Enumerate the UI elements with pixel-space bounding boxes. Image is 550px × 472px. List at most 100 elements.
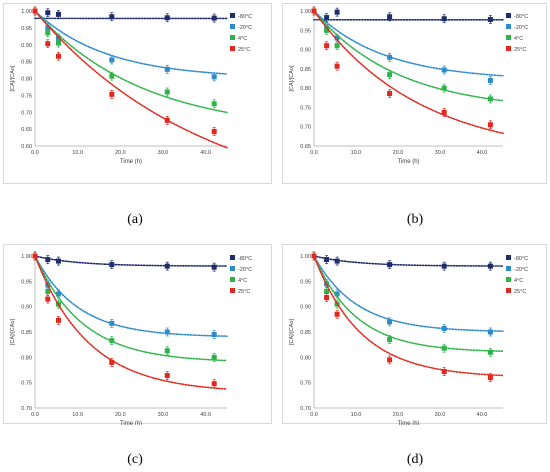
legend-swatch bbox=[230, 288, 235, 293]
y-tick-label: 0.70 bbox=[21, 110, 32, 116]
y-tick-label: 1.00 bbox=[300, 254, 311, 260]
data-point bbox=[45, 288, 51, 294]
data-point bbox=[441, 345, 447, 351]
data-point bbox=[487, 329, 493, 335]
y-tick-label: 0.65 bbox=[300, 144, 311, 150]
y-tick-label: 0.80 bbox=[300, 86, 311, 92]
legend-label: 4°C bbox=[238, 278, 247, 284]
data-point bbox=[487, 16, 493, 22]
chart-panel-a: 0.60 0.65 0.70 0.75 0.80 0.85 0.90 0.95 1.00 0.0 1… bbox=[3, 3, 272, 184]
x-tick-label: 30.0 bbox=[158, 412, 169, 418]
x-tick-label: 20.0 bbox=[115, 412, 126, 418]
y-tick-label: 0.80 bbox=[21, 77, 32, 83]
y-tick-label: 0.95 bbox=[21, 279, 32, 285]
x-tick-label: 0.0 bbox=[310, 150, 318, 156]
legend-swatch bbox=[506, 13, 511, 18]
x-tick-label: 40.0 bbox=[200, 150, 211, 156]
data-point bbox=[387, 72, 393, 78]
y-tick-label: 0.75 bbox=[21, 381, 32, 387]
data-point bbox=[55, 53, 61, 59]
fit-line-1 bbox=[313, 255, 504, 332]
data-point bbox=[164, 66, 170, 72]
x-tick-label: 10.0 bbox=[72, 150, 83, 156]
data-point bbox=[311, 253, 317, 259]
data-point bbox=[211, 381, 217, 387]
legend-label: -80°C bbox=[514, 256, 528, 262]
data-point bbox=[211, 354, 217, 360]
data-point bbox=[324, 257, 330, 263]
data-point bbox=[164, 348, 170, 354]
data-point bbox=[109, 91, 115, 97]
y-tick-label: 1.00 bbox=[300, 9, 311, 15]
data-point bbox=[45, 257, 51, 263]
y-tick-label: 0.75 bbox=[300, 381, 311, 387]
fit-line-3 bbox=[313, 255, 504, 377]
data-point bbox=[324, 43, 330, 49]
y-tick-label: 0.75 bbox=[21, 93, 32, 99]
legend-label: -20°C bbox=[238, 25, 252, 31]
data-point bbox=[55, 317, 61, 323]
data-point bbox=[109, 14, 115, 20]
legend-swatch bbox=[506, 277, 511, 282]
chart-panel-c: 0.70 0.75 0.80 0.85 0.90 0.95 1.00 0.0 10.0 20.0 3… bbox=[3, 244, 272, 425]
data-point bbox=[334, 9, 340, 15]
y-tick-label: 0.70 bbox=[300, 406, 311, 412]
data-point bbox=[334, 35, 340, 41]
data-point bbox=[441, 369, 447, 375]
data-point bbox=[441, 16, 447, 22]
data-point bbox=[109, 338, 115, 344]
data-point bbox=[387, 91, 393, 97]
y-tick-label: 1.00 bbox=[21, 9, 32, 15]
legend-label: 25°C bbox=[514, 47, 526, 53]
y-axis-title: [CA]/[CAo] bbox=[10, 319, 16, 345]
data-point bbox=[109, 73, 115, 79]
legend-label: 4°C bbox=[514, 36, 523, 42]
data-point bbox=[211, 74, 217, 80]
y-tick-label: 0.90 bbox=[21, 43, 32, 49]
data-point bbox=[334, 291, 340, 297]
x-axis-title: Time (h) bbox=[120, 421, 142, 425]
data-point bbox=[211, 332, 217, 338]
data-point bbox=[164, 263, 170, 269]
legend-swatch bbox=[230, 13, 235, 18]
data-point bbox=[109, 57, 115, 63]
data-point bbox=[487, 375, 493, 381]
x-tick-label: 20.0 bbox=[393, 150, 404, 156]
fit-line-1 bbox=[313, 10, 504, 77]
data-point bbox=[211, 128, 217, 134]
legend-label: -80°C bbox=[238, 14, 252, 20]
fit-line-0 bbox=[34, 255, 228, 267]
data-point bbox=[164, 15, 170, 21]
fit-line-3 bbox=[34, 255, 228, 390]
y-axis-title: [CA]/[CAo] bbox=[10, 65, 16, 91]
y-tick-label: 0.85 bbox=[21, 60, 32, 66]
data-point bbox=[387, 337, 393, 343]
x-tick-label: 40.0 bbox=[200, 412, 211, 418]
data-point bbox=[164, 117, 170, 123]
data-point bbox=[334, 258, 340, 264]
y-tick-label: 0.80 bbox=[300, 355, 311, 361]
data-point bbox=[32, 8, 38, 14]
fit-line-2 bbox=[313, 255, 504, 352]
data-point bbox=[487, 122, 493, 128]
data-point bbox=[55, 35, 61, 41]
data-point bbox=[211, 101, 217, 107]
x-tick-label: 0.0 bbox=[310, 412, 318, 418]
data-point bbox=[45, 10, 51, 16]
x-axis-title: Time (h) bbox=[397, 159, 419, 165]
y-axis-title: [CA]/[CAo] bbox=[289, 319, 295, 345]
data-point bbox=[334, 63, 340, 69]
legend-label: 25°C bbox=[238, 47, 250, 53]
chart-svg-c: 0.70 0.75 0.80 0.85 0.90 0.95 1.00 0.0 10.0 20.0 3… bbox=[10, 251, 252, 425]
legend-label: -20°C bbox=[514, 25, 528, 31]
fit-line-0 bbox=[313, 255, 504, 267]
y-tick-label: 0.70 bbox=[300, 125, 311, 131]
data-point bbox=[441, 109, 447, 115]
chart-svg-a: 0.60 0.65 0.70 0.75 0.80 0.85 0.90 0.95 1.00 0.0 1… bbox=[10, 6, 252, 165]
x-tick-label: 20.0 bbox=[393, 412, 404, 418]
fit-line-1 bbox=[34, 10, 228, 75]
fit-line-2 bbox=[313, 10, 504, 102]
x-tick-label: 0.0 bbox=[31, 412, 39, 418]
data-point bbox=[211, 264, 217, 270]
legend-label: -20°C bbox=[514, 267, 528, 273]
